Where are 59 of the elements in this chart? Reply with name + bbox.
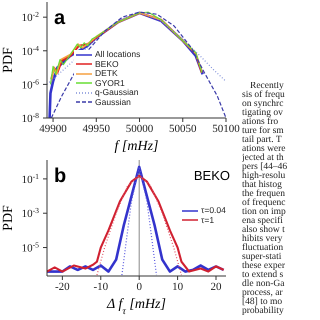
text: tion on imp: [242, 207, 287, 217]
annotation: a: [54, 7, 66, 29]
x-tick-label: 0: [136, 280, 142, 293]
legend-label: GYOR1: [95, 78, 125, 88]
text: to extend s: [242, 270, 284, 280]
x-tick-label: 50000: [126, 122, 154, 135]
text: fluctuation: [242, 243, 284, 253]
text: [48] to mo: [242, 297, 282, 307]
text: ena specifi: [242, 216, 284, 226]
legend-label: Gaussian: [95, 96, 131, 107]
text: jected at th: [242, 153, 284, 163]
legend-label: τ=0.04: [201, 205, 226, 216]
legend-label: q-Gaussian: [95, 87, 138, 98]
text: probability: [242, 306, 285, 316]
x-tick-label: 20: [210, 280, 222, 293]
x-tick-label: 49950: [82, 122, 111, 135]
text: tail part. T: [242, 135, 283, 145]
x-tick-label: 49900: [39, 122, 68, 135]
annotation: BEKO: [194, 168, 230, 183]
text: hibits very: [242, 234, 282, 244]
text: ations fro: [242, 117, 280, 127]
text: ture for sm: [242, 126, 285, 136]
y-tick-label: 10$^{-4}$: [22, 43, 40, 58]
y-tick-label: 10$^{-6}$: [22, 76, 40, 92]
line-series: [121, 166, 158, 276]
y-tick-label: 10$^{-2}$: [22, 10, 40, 24]
text: also show t: [242, 225, 286, 235]
text: on synchrc: [242, 99, 284, 109]
text: process, ar: [242, 288, 284, 298]
text: ations were: [242, 144, 287, 154]
text: that histog: [242, 180, 282, 190]
x-axis-title: f [mHz]: [114, 139, 158, 154]
text: dle non-Ga: [242, 279, 286, 289]
x-tick-label: -10: [93, 280, 109, 293]
text: sis of frequ: [242, 90, 286, 100]
text: these exper: [242, 261, 286, 271]
x-tick-label: -20: [55, 280, 70, 293]
x-tick-label: 50100: [212, 122, 240, 135]
x-tick-label: 10: [172, 280, 184, 293]
x-axis-title: Δ f$_{τ}$ [mHz]: [106, 297, 166, 316]
y-axis-title: PDF: [1, 46, 16, 73]
legend-label: τ=1: [201, 214, 214, 225]
annotation: b: [54, 165, 66, 187]
line-series: [96, 175, 182, 276]
y-tick-label: 10$^{-1}$: [22, 171, 40, 186]
y-axis-title: PDF: [1, 204, 16, 231]
y-tick-label: 10$^{-5}$: [22, 240, 40, 255]
text: the frequen: [242, 189, 285, 199]
legend-label: All locations: [95, 49, 140, 60]
text: of frequenc: [242, 198, 287, 208]
text: pers [44–46: [242, 162, 288, 172]
text: super-stati: [242, 252, 282, 262]
y-tick-label: 10$^{-8}$: [22, 110, 40, 125]
legend-label: BEKO: [95, 58, 119, 69]
text: tigating ov: [242, 108, 284, 118]
x-tick-label: 50050: [169, 122, 198, 135]
legend-label: DETK: [95, 68, 118, 78]
y-tick-label: 10$^{-3}$: [22, 206, 40, 220]
text: high-resolu: [242, 171, 286, 181]
